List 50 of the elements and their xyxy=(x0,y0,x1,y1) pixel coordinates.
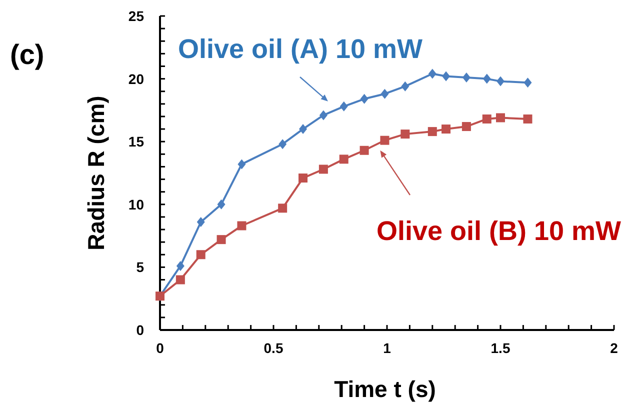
text: (c) xyxy=(10,39,44,70)
point xyxy=(380,88,389,99)
point xyxy=(428,127,437,136)
point xyxy=(380,136,390,145)
point xyxy=(360,94,368,104)
x-tick-label: 0.5 xyxy=(264,340,284,356)
x-tick-label: 1 xyxy=(383,340,392,356)
point xyxy=(196,216,205,227)
point xyxy=(523,114,532,124)
point xyxy=(400,130,410,139)
point xyxy=(278,139,287,150)
point xyxy=(217,199,226,210)
point xyxy=(360,146,369,155)
point xyxy=(176,260,184,271)
point xyxy=(339,154,348,164)
point xyxy=(340,101,348,112)
x-tick-label: 1.5 xyxy=(490,340,510,356)
point xyxy=(462,72,470,83)
point xyxy=(496,76,504,86)
point xyxy=(401,81,410,92)
point xyxy=(238,159,246,170)
point xyxy=(428,68,436,79)
point xyxy=(442,71,450,82)
point xyxy=(237,221,246,230)
y-tick-label: 5 xyxy=(136,259,144,276)
point xyxy=(196,250,206,260)
point xyxy=(319,110,328,120)
x-tick-label: 0 xyxy=(156,340,164,356)
x-axis-title: Time t (s) xyxy=(334,376,436,402)
point xyxy=(216,235,226,244)
point xyxy=(442,124,451,134)
y-tick-label: 15 xyxy=(128,134,144,150)
legend-label: Olive oil (B) 10 mW xyxy=(376,216,622,246)
point xyxy=(298,174,308,183)
point xyxy=(278,204,288,213)
point xyxy=(176,275,185,284)
y-tick-label: 25 xyxy=(128,8,144,24)
y-tick-label: 10 xyxy=(128,196,144,212)
point xyxy=(462,122,471,132)
point xyxy=(524,78,532,88)
point xyxy=(482,114,492,124)
point xyxy=(482,74,491,84)
point xyxy=(496,113,505,122)
point xyxy=(318,164,328,174)
point xyxy=(299,124,308,134)
y-tick-label: 0 xyxy=(136,322,144,338)
y-tick-label: 20 xyxy=(128,70,144,87)
y-axis-title: Radius R (cm) xyxy=(83,96,109,250)
series-label: Olive oil (A) 10 mW xyxy=(178,34,424,64)
x-tick-label: 2 xyxy=(610,340,618,356)
